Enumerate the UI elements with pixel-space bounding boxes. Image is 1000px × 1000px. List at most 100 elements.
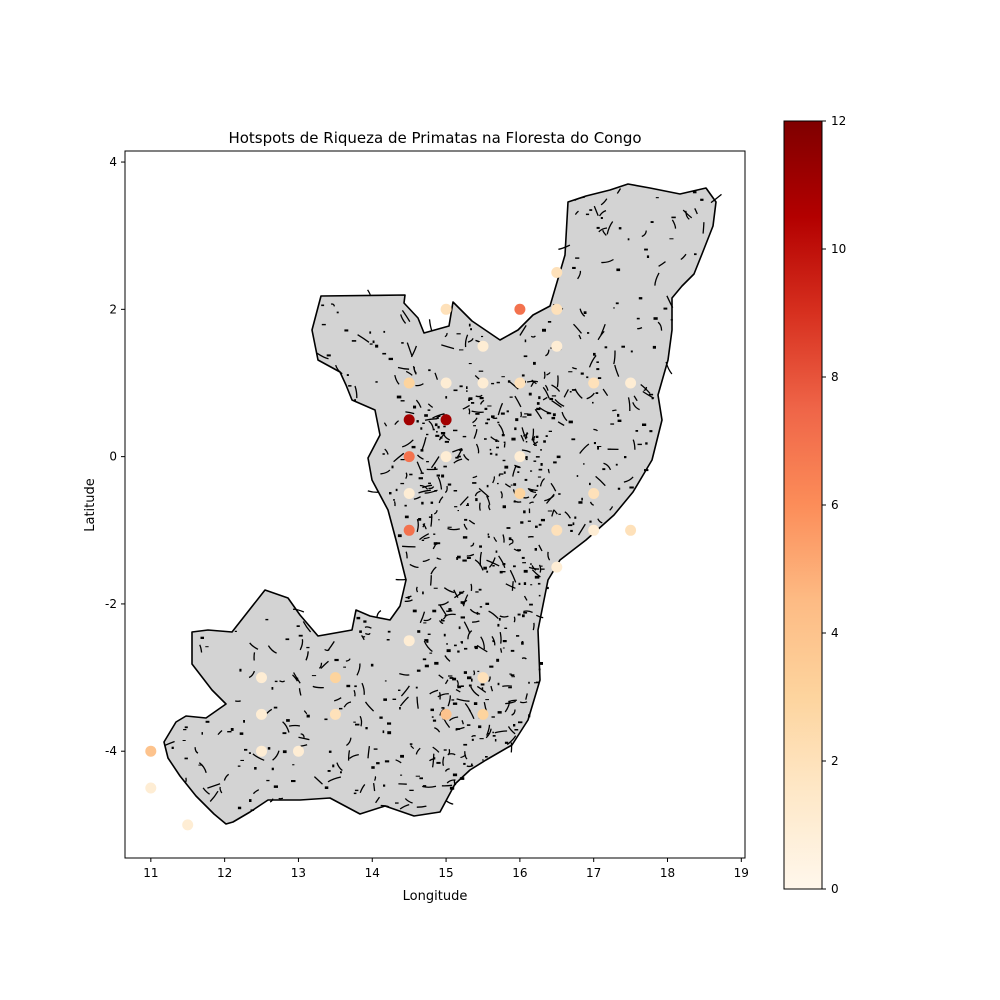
map-patch	[536, 407, 541, 411]
chart-title: Hotspots de Riqueza de Primatas na Flore…	[228, 129, 641, 147]
map-river	[442, 615, 447, 620]
hotspot-point	[440, 303, 452, 315]
map-patch	[387, 731, 392, 735]
colorbar-gradient	[783, 120, 823, 890]
map-river	[564, 511, 571, 519]
map-river	[602, 388, 609, 397]
map-river	[432, 746, 440, 753]
map-river	[463, 454, 470, 461]
map-river	[416, 518, 419, 533]
map-patch	[593, 352, 596, 356]
map-patch	[507, 380, 511, 383]
map-patch	[518, 721, 523, 724]
map-patch	[384, 680, 387, 682]
map-patch	[433, 542, 438, 545]
map-river	[519, 701, 528, 704]
map-patch	[607, 448, 611, 450]
map-river	[578, 334, 582, 340]
map-river	[423, 536, 430, 540]
map-patch	[466, 390, 468, 392]
map-patch	[524, 413, 529, 415]
map-patch	[324, 786, 329, 789]
map-patch	[423, 785, 427, 788]
map-patch	[655, 197, 659, 199]
map-river	[534, 408, 543, 420]
map-patch	[506, 410, 509, 413]
map-patch	[502, 647, 505, 649]
map-patch	[602, 468, 606, 471]
map-patch	[371, 766, 375, 769]
map-patch	[292, 764, 295, 766]
map-patch	[267, 747, 271, 750]
map-river	[423, 640, 433, 653]
map-river	[303, 710, 308, 715]
map-patch	[462, 435, 467, 438]
map-patch	[418, 518, 422, 521]
map-river	[627, 397, 631, 412]
map-patch	[514, 729, 519, 731]
map-patch	[495, 550, 498, 553]
map-patch	[421, 539, 425, 541]
map-river	[571, 366, 577, 370]
map-river	[494, 730, 508, 734]
map-patch	[383, 330, 386, 333]
map-patch	[354, 789, 359, 792]
map-patch	[321, 304, 325, 307]
map-patch	[508, 686, 512, 689]
map-patch	[443, 749, 447, 751]
hotspot-point	[256, 672, 267, 684]
hotspot-point	[588, 524, 600, 536]
map-patch	[550, 347, 553, 349]
map-river	[488, 676, 491, 682]
map-river	[499, 615, 509, 618]
map-patch	[459, 591, 464, 594]
map-river	[504, 483, 511, 488]
map-patch	[447, 483, 452, 486]
map-river	[346, 737, 352, 747]
map-river	[445, 800, 454, 805]
map-river	[577, 270, 582, 280]
map-patch	[432, 609, 437, 613]
map-patch	[230, 728, 234, 731]
map-river	[658, 261, 666, 267]
map-patch	[328, 750, 332, 753]
map-patch	[460, 601, 465, 604]
map-patch	[397, 534, 402, 538]
map-patch	[530, 489, 534, 492]
map-river	[525, 431, 528, 439]
map-river	[542, 396, 548, 401]
map-patch	[441, 707, 445, 709]
map-patch	[433, 533, 436, 535]
map-patch	[540, 518, 545, 522]
map-river	[486, 495, 491, 506]
map-patch	[542, 328, 546, 332]
map-river	[503, 442, 506, 448]
map-patch	[457, 685, 462, 689]
map-river	[292, 674, 298, 682]
map-patch	[487, 533, 490, 536]
map-river	[472, 475, 478, 479]
map-river	[402, 439, 414, 448]
map-patch	[205, 720, 210, 723]
map-river	[519, 325, 527, 336]
map-river	[364, 701, 375, 712]
map-patch	[549, 397, 554, 401]
map-patch	[426, 433, 429, 436]
map-patch	[467, 676, 472, 680]
map-patch	[536, 484, 539, 487]
map-patch	[400, 459, 405, 461]
map-river	[405, 551, 408, 559]
map-patch	[409, 473, 413, 476]
map-patch	[412, 609, 417, 613]
map-river	[472, 620, 480, 623]
map-river	[330, 303, 336, 307]
map-patch	[441, 474, 445, 478]
map-patch	[515, 418, 519, 422]
map-river	[474, 490, 481, 497]
colorbar-tick-label: 6	[831, 498, 839, 512]
map-river	[380, 804, 390, 808]
map-patch	[382, 730, 385, 734]
map-patch	[468, 323, 471, 327]
map-river	[416, 454, 424, 460]
map-river	[502, 534, 505, 543]
